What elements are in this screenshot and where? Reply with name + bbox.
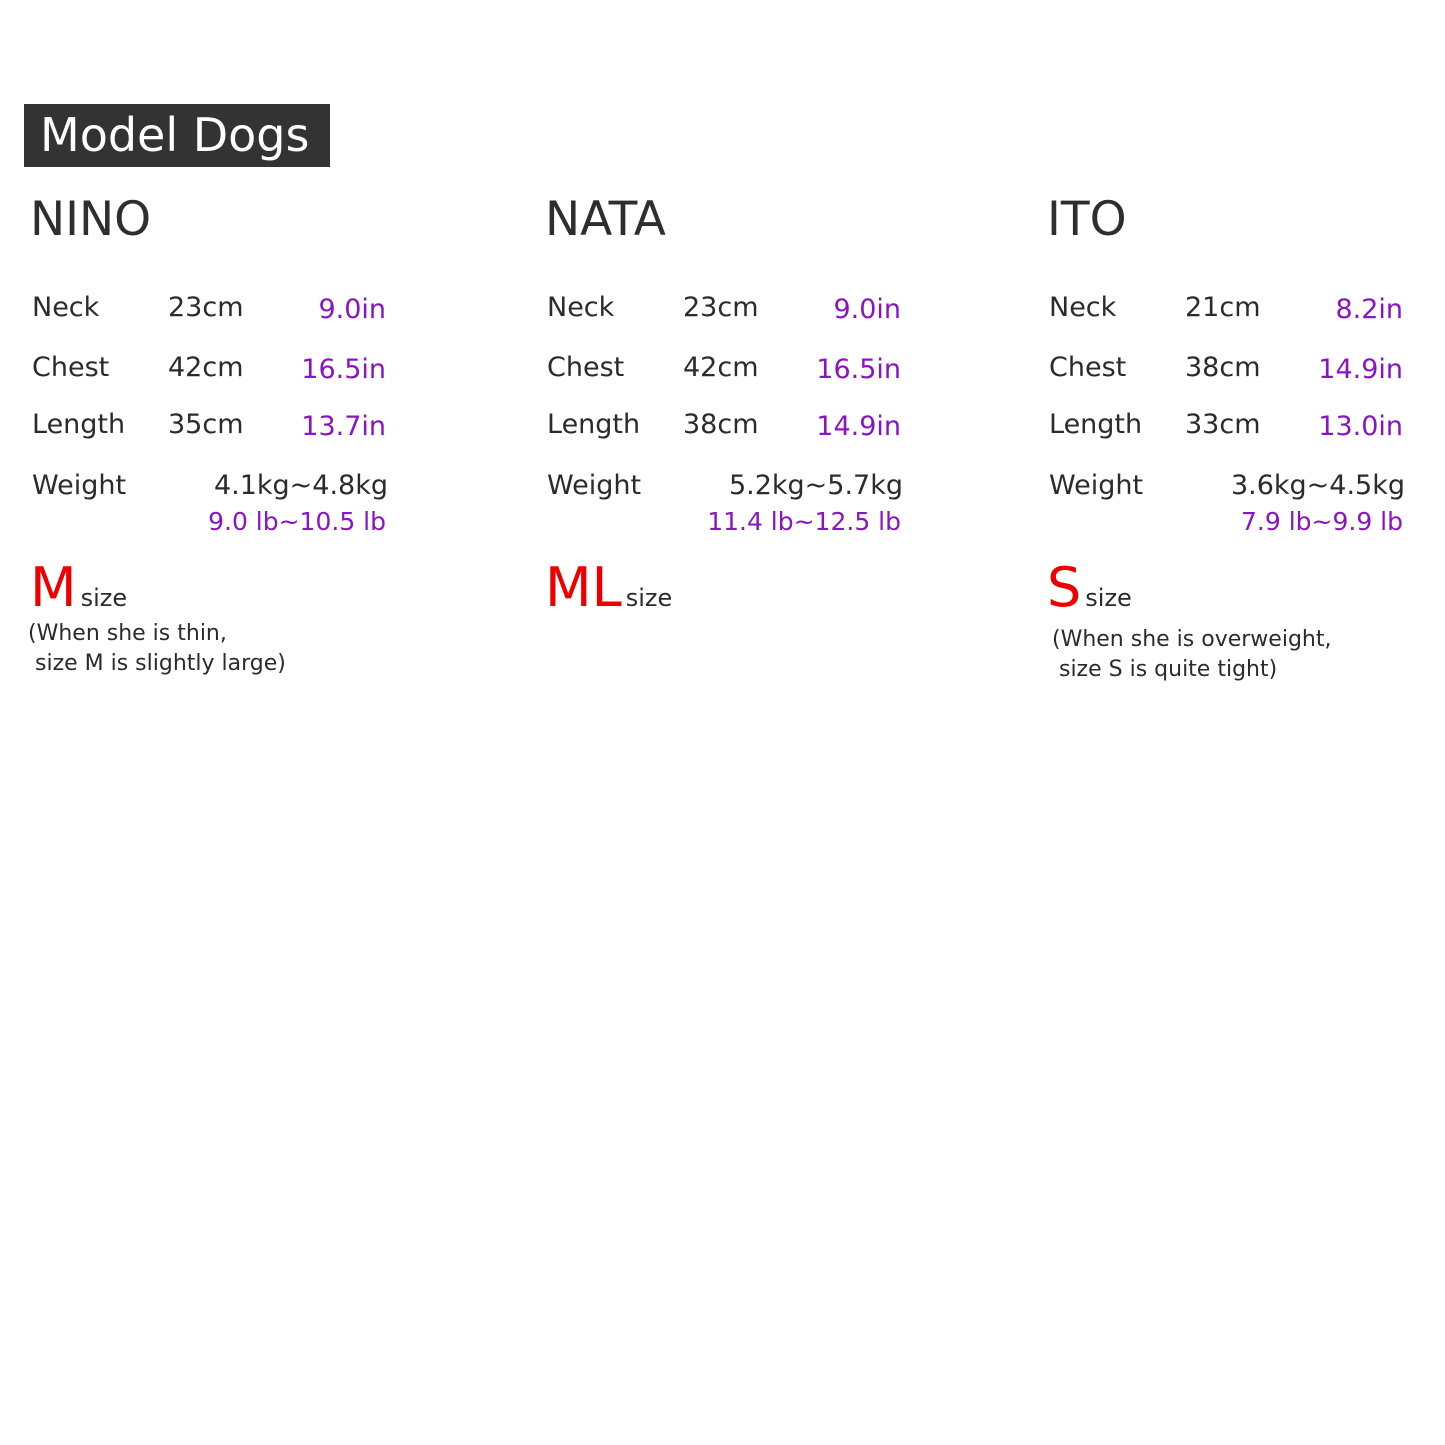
measure-label: Neck <box>32 292 100 323</box>
measure-label: Length <box>1049 409 1143 440</box>
size-label: ML size <box>545 556 672 619</box>
size-note-line-1: (When she is overweight, <box>1045 627 1332 652</box>
size-letter: M <box>30 556 77 619</box>
measure-label: Neck <box>547 292 615 323</box>
size-word: size <box>625 584 673 612</box>
measure-cm: 23cm <box>683 292 759 323</box>
measure-label: Chest <box>1049 352 1127 383</box>
measure-in: 13.0in <box>1318 411 1403 442</box>
size-note-line-2: size M is slightly large) <box>28 651 286 676</box>
size-word: size <box>1085 584 1132 612</box>
measure-cm: 21cm <box>1185 292 1261 323</box>
dog-card-nino: NINO Neck 23cm 9.0in Chest 42cm 16.5in Leng… <box>28 0 430 700</box>
weight-lb: 9.0 lb~10.5 lb <box>208 507 386 536</box>
size-word: size <box>80 584 128 612</box>
measure-cm: 42cm <box>683 352 759 383</box>
measure-in: 13.7in <box>301 411 386 442</box>
measure-label: Chest <box>547 352 625 383</box>
size-letter: S <box>1047 556 1082 619</box>
dog-card-nata: NATA Neck 23cm 9.0in Chest 42cm 16.5in Leng… <box>545 0 945 700</box>
measure-cm: 35cm <box>168 409 244 440</box>
measure-in: 9.0in <box>833 294 901 325</box>
weight-label: Weight <box>32 470 127 501</box>
dog-name: NATA <box>545 192 666 247</box>
weight-kg: 4.1kg~4.8kg <box>213 470 388 501</box>
measure-cm: 23cm <box>168 292 244 323</box>
measure-cm: 42cm <box>168 352 244 383</box>
measure-in: 16.5in <box>301 354 386 385</box>
measure-in: 8.2in <box>1335 294 1403 325</box>
weight-kg: 3.6kg~4.5kg <box>1230 470 1405 501</box>
measure-in: 9.0in <box>318 294 386 325</box>
measure-cm: 33cm <box>1185 409 1261 440</box>
weight-lb: 7.9 lb~9.9 lb <box>1241 507 1403 536</box>
dog-name: ITO <box>1047 192 1127 247</box>
measure-in: 14.9in <box>816 411 901 442</box>
measure-label: Length <box>547 409 641 440</box>
measure-cm: 38cm <box>683 409 759 440</box>
weight-kg: 5.2kg~5.7kg <box>728 470 903 501</box>
measure-in: 16.5in <box>816 354 901 385</box>
measure-in: 14.9in <box>1318 354 1403 385</box>
size-note-line-1: (When she is thin, <box>28 621 227 646</box>
weight-label: Weight <box>547 470 642 501</box>
page-title: Model Dogs <box>24 104 330 167</box>
size-letter: ML <box>545 556 622 619</box>
weight-label: Weight <box>1049 470 1144 501</box>
measure-cm: 38cm <box>1185 352 1261 383</box>
dog-name: NINO <box>30 192 152 247</box>
measure-label: Chest <box>32 352 110 383</box>
size-note-line-2: size S is quite tight) <box>1045 657 1278 682</box>
measure-label: Neck <box>1049 292 1117 323</box>
weight-lb: 11.4 lb~12.5 lb <box>707 507 901 536</box>
dog-card-ito: ITO Neck 21cm 8.2in Chest 38cm 14.9in Lengt… <box>1047 0 1445 700</box>
measure-label: Length <box>32 409 126 440</box>
